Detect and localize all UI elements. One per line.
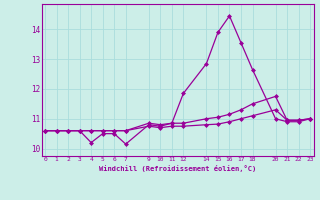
X-axis label: Windchill (Refroidissement éolien,°C): Windchill (Refroidissement éolien,°C) — [99, 165, 256, 172]
